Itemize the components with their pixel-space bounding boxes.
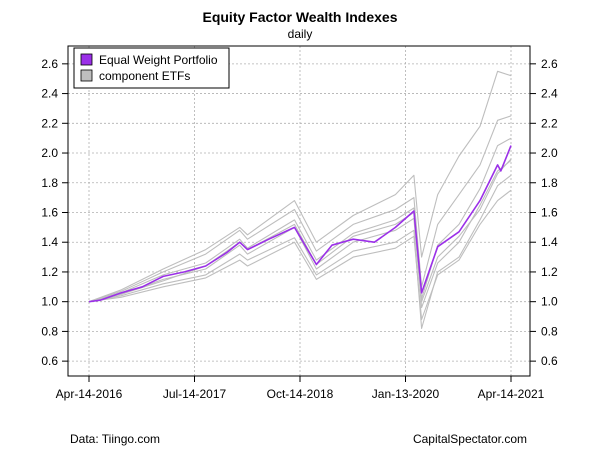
series-line-component-etf	[88, 137, 512, 303]
legend: Equal Weight Portfolio component ETFs	[73, 47, 230, 89]
chart-subtitle: daily	[288, 27, 313, 41]
axes: 0.6 0.6 0.8 0.8 1.0 1.0 1.2 1.2 1.4 1.4 1.6 1.6 1.8 1…	[41, 57, 558, 401]
series-lines	[88, 70, 512, 329]
chart-title: Equity Factor Wealth Indexes	[202, 9, 397, 25]
x-tick-label: Apr-14-2021	[478, 387, 545, 401]
publisher-note: CapitalSpectator.com	[413, 432, 527, 446]
x-tick-label: Apr-14-2016	[56, 387, 123, 401]
series-line-component-etf	[88, 160, 512, 309]
legend-label-etfs: component ETFs	[99, 69, 190, 83]
x-tick-label: Jul-14-2017	[163, 387, 227, 401]
y-tick-label-right: 2.6	[541, 57, 558, 71]
series-line-component-etf	[88, 158, 512, 303]
legend-label-portfolio: Equal Weight Portfolio	[99, 53, 218, 67]
y-tick-label-right: 1.6	[541, 205, 558, 219]
y-tick-label-left: 2.6	[41, 57, 58, 71]
y-tick-label-left: 1.4	[41, 235, 58, 249]
y-tick-label-left: 0.8	[41, 324, 58, 338]
y-tick-label-right: 0.6	[541, 354, 558, 368]
y-tick-label-left: 2.0	[41, 146, 58, 160]
y-tick-label-left: 2.4	[41, 87, 58, 101]
plot-frame	[67, 45, 531, 377]
series-line-component-etf	[88, 189, 512, 321]
x-tick-label: Oct-14-2018	[267, 387, 334, 401]
gridlines	[68, 46, 530, 376]
series-line-component-etf	[88, 70, 512, 303]
legend-swatch-portfolio	[80, 53, 93, 66]
series-line-component-etf	[88, 115, 512, 303]
y-tick-label-right: 1.0	[541, 295, 558, 309]
y-tick-label-left: 1.6	[41, 205, 58, 219]
y-tick-label-right: 1.2	[541, 265, 558, 279]
y-tick-label-left: 1.8	[41, 176, 58, 190]
legend-box	[73, 47, 230, 89]
y-tick-label-left: 0.6	[41, 354, 58, 368]
y-tick-label-left: 1.2	[41, 265, 58, 279]
series-line-portfolio	[88, 145, 512, 303]
legend-swatch-etfs	[80, 69, 93, 82]
y-tick-label-left: 1.0	[41, 295, 58, 309]
y-tick-label-left: 2.2	[41, 116, 58, 130]
y-tick-label-right: 1.4	[541, 235, 558, 249]
y-tick-label-right: 2.4	[541, 87, 558, 101]
y-tick-label-right: 0.8	[541, 324, 558, 338]
y-tick-label-right: 2.0	[541, 146, 558, 160]
series-line-component-etf	[88, 174, 512, 329]
x-tick-label: Jan-13-2020	[372, 387, 440, 401]
data-source-note: Data: Tiingo.com	[70, 432, 160, 446]
y-tick-label-right: 2.2	[541, 116, 558, 130]
y-tick-label-right: 1.8	[541, 176, 558, 190]
